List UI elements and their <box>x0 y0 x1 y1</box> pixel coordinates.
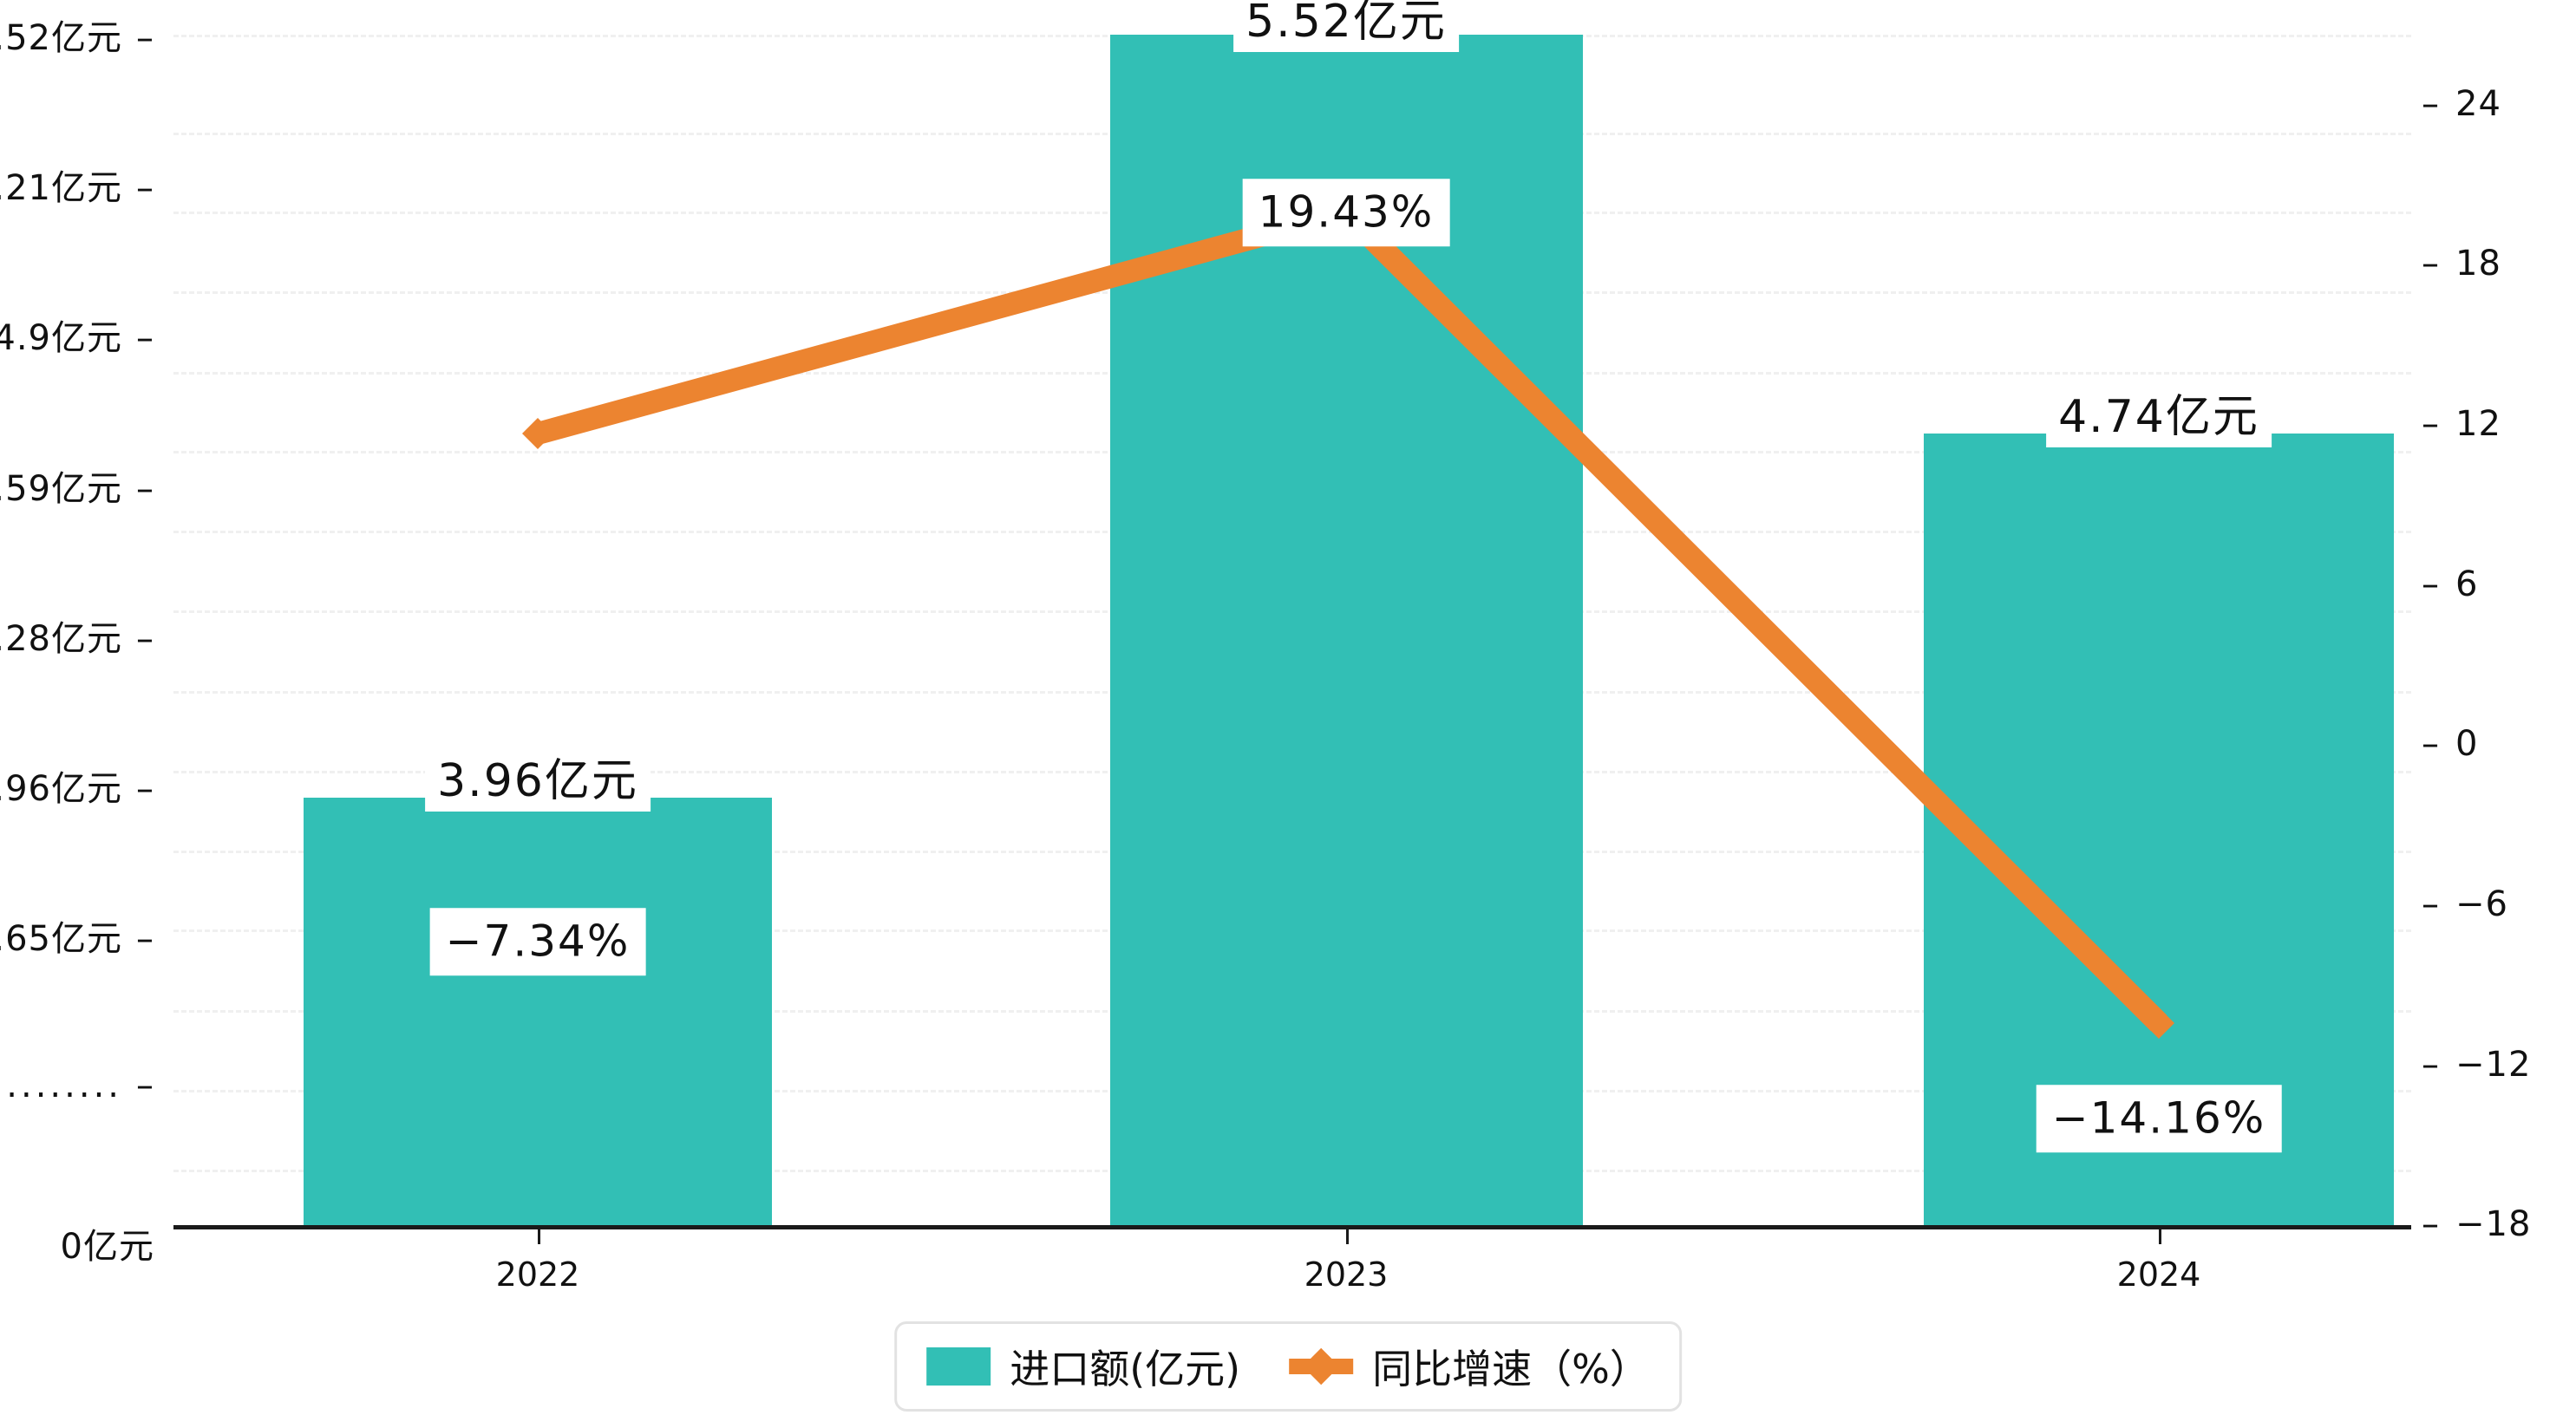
y-axis-left-tick: 4.9亿元 – <box>0 310 154 360</box>
y-axis-right-tick: – −18 <box>2422 1204 2531 1244</box>
tick-mark-icon: – <box>2422 884 2440 924</box>
y-axis-right-tick: –6 <box>2422 564 2478 604</box>
x-axis-tick-mark <box>2159 1227 2161 1244</box>
x-axis-line <box>173 1225 2411 1229</box>
y-axis-left-tick: 5.52亿元– <box>0 10 154 60</box>
tick-mark-icon: – <box>136 168 154 208</box>
legend-item-import-amount[interactable]: 进口额(亿元) <box>926 1338 1240 1395</box>
tick-mark-icon: – <box>136 919 154 959</box>
y-axis-right-tick-label: 18 <box>2455 244 2501 284</box>
legend-bar-swatch-icon <box>926 1347 991 1386</box>
tick-mark-icon: – <box>2422 244 2440 284</box>
bar-value-label-2024: 4.74亿元 <box>2046 388 2272 447</box>
line-value-label-2024: −14.16% <box>2036 1085 2282 1152</box>
y-axis-right-tick-label: −18 <box>2455 1204 2532 1244</box>
legend-label-import-amount: 进口额(亿元) <box>1010 1346 1241 1392</box>
y-axis-right-tick: – −12 <box>2422 1045 2531 1085</box>
line-value-label-2023: 19.43% <box>1242 179 1450 246</box>
legend-item-growth-rate[interactable]: 同比增速（%） <box>1289 1338 1650 1395</box>
y-axis-right-tick: –0 <box>2422 724 2478 764</box>
tick-mark-icon: – <box>2422 84 2440 124</box>
y-axis-right-tick-label: 24 <box>2455 84 2501 124</box>
growth-point-2022-marker[interactable] <box>522 418 553 449</box>
tick-mark-icon: – <box>136 769 154 809</box>
y-axis-left-tick-label: 4.59亿元 <box>0 469 122 509</box>
legend-label-growth-rate: 同比增速（%） <box>1372 1346 1650 1392</box>
tick-mark-icon: – <box>2422 404 2440 444</box>
y-axis-left-tick: 3.96亿元– <box>0 760 154 811</box>
y-axis-left-tick-label: 3.65亿元 <box>0 919 122 959</box>
y-axis-left-tick-label: 4.9亿元 <box>0 318 122 358</box>
y-axis-left-tick: 5.21亿元– <box>0 160 154 210</box>
tick-mark-icon: – <box>2422 1204 2440 1244</box>
bar-value-label-2023: 5.52亿元 <box>1233 0 1459 52</box>
tick-mark-icon: – <box>2422 1045 2440 1085</box>
y-axis-right-tick: –18 <box>2422 244 2501 284</box>
x-axis-tick-mark <box>1346 1227 1349 1244</box>
y-axis-left-tick-break: ........ – <box>6 1066 154 1105</box>
y-axis-right-tick-label: 12 <box>2455 404 2501 444</box>
y-axis-left-tick-label: 5.52亿元 <box>0 18 122 58</box>
y-axis-left-tick-label: 0亿元 <box>60 1227 154 1267</box>
y-axis-left-tick-label: 5.21亿元 <box>0 168 122 208</box>
tick-mark-icon: – <box>2422 564 2440 604</box>
x-axis-label-2024: 2024 <box>2116 1255 2201 1294</box>
y-axis-left-tick-label: 4.28亿元 <box>0 619 122 659</box>
bar-2022[interactable] <box>304 798 772 1227</box>
x-axis-label-2023: 2023 <box>1304 1255 1389 1294</box>
tick-mark-icon: – <box>136 318 154 358</box>
legend-line-diamond-swatch-icon <box>1289 1347 1354 1386</box>
tick-mark-icon: – <box>136 469 154 509</box>
y-axis-break-label: ........ <box>6 1066 122 1105</box>
y-axis-right-tick: –24 <box>2422 84 2501 124</box>
line-value-label-2022: −7.34% <box>429 908 646 975</box>
tick-mark-icon: – <box>2422 724 2440 764</box>
y-axis-left-tick: 4.28亿元– <box>0 610 154 661</box>
y-axis-right-tick-label: 0 <box>2455 724 2479 764</box>
y-axis-right-tick-label: −6 <box>2455 884 2508 924</box>
bar-value-label-2022: 3.96亿元 <box>425 753 651 812</box>
y-axis-right-tick: – −6 <box>2422 884 2508 924</box>
x-axis-label-2022: 2022 <box>495 1255 580 1294</box>
growth-line-path <box>534 199 2167 1032</box>
y-axis-left-tick: 4.59亿元– <box>0 460 154 511</box>
y-axis-right-tick-label: −12 <box>2455 1045 2532 1085</box>
chart-legend: 进口额(亿元) 同比增速（%） <box>894 1321 1682 1412</box>
x-axis-tick-mark <box>538 1227 540 1244</box>
tick-mark-icon: – <box>136 18 154 58</box>
y-axis-right-tick: –12 <box>2422 404 2501 444</box>
y-axis-left-tick: 3.65亿元– <box>0 910 154 961</box>
tick-mark-icon: – <box>136 619 154 659</box>
y-axis-left-tick-label: 3.96亿元 <box>0 769 122 809</box>
y-axis-left-tick: 0亿元 <box>61 1218 154 1268</box>
growth-point-2024-marker[interactable] <box>2143 1007 2174 1039</box>
y-axis-right-tick-label: 6 <box>2455 564 2479 604</box>
tick-mark-icon: – <box>136 1066 154 1105</box>
